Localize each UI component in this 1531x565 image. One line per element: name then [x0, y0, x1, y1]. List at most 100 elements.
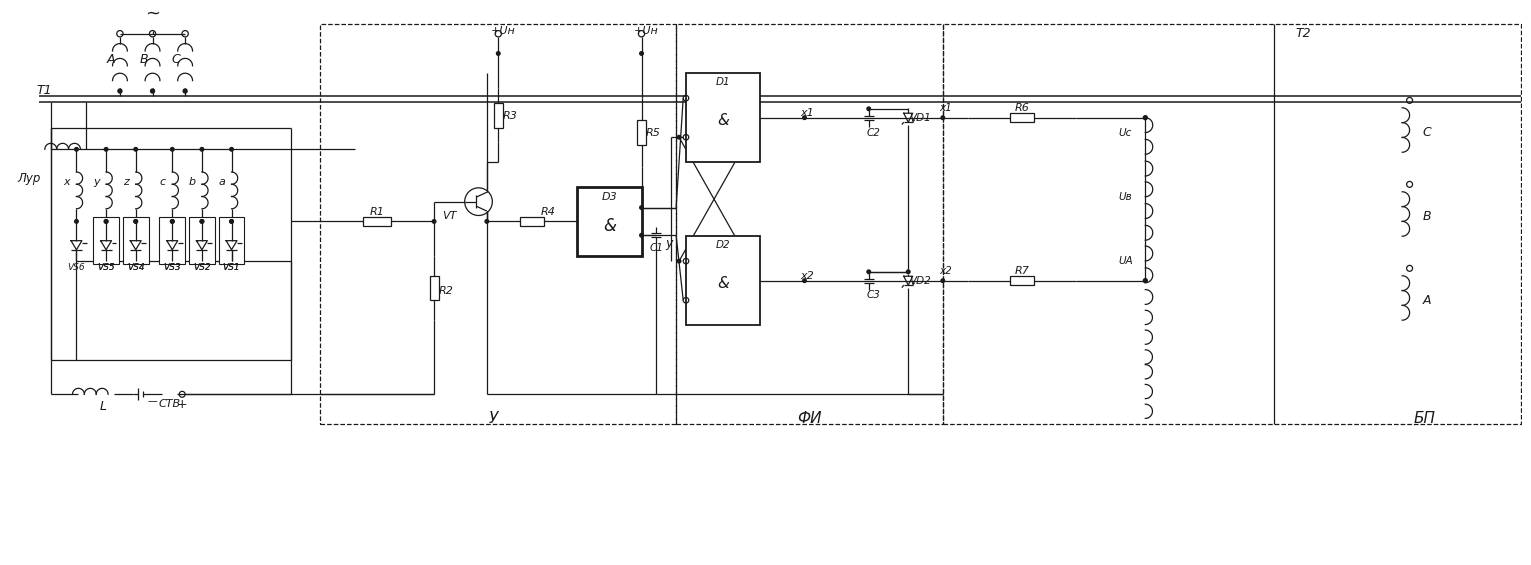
Circle shape — [170, 220, 175, 223]
Text: A: A — [107, 53, 115, 66]
Bar — [159, 218, 185, 264]
Text: VS4: VS4 — [127, 263, 144, 272]
Bar — [686, 236, 759, 325]
Circle shape — [942, 279, 945, 282]
Text: b: b — [188, 177, 196, 187]
Circle shape — [170, 220, 175, 223]
Text: VD1: VD1 — [909, 112, 931, 123]
Circle shape — [640, 233, 643, 237]
Circle shape — [75, 220, 78, 223]
Text: СТВ: СТВ — [158, 399, 181, 409]
Circle shape — [118, 89, 122, 93]
Text: VS2: VS2 — [193, 263, 211, 272]
Bar — [430, 276, 438, 301]
Text: Лур: Лур — [17, 172, 41, 185]
Bar — [219, 218, 245, 264]
Bar — [363, 217, 390, 226]
Text: R2: R2 — [438, 285, 453, 295]
Text: A: A — [1422, 294, 1431, 307]
Text: x: x — [64, 177, 70, 187]
Text: UА: UА — [1118, 256, 1133, 266]
Text: B: B — [139, 53, 149, 66]
Text: R6: R6 — [1015, 103, 1029, 113]
Circle shape — [201, 220, 204, 223]
Circle shape — [640, 206, 643, 210]
Text: C: C — [171, 53, 181, 66]
Text: a: a — [219, 177, 225, 187]
Circle shape — [230, 220, 233, 223]
Text: VS5: VS5 — [98, 263, 115, 272]
Text: БП: БП — [1415, 411, 1436, 427]
Circle shape — [170, 147, 175, 151]
Text: R1: R1 — [369, 207, 384, 216]
Circle shape — [677, 259, 681, 263]
Circle shape — [75, 147, 78, 151]
Text: C2: C2 — [867, 128, 880, 137]
Text: y: y — [93, 177, 100, 187]
Circle shape — [677, 136, 681, 139]
Text: T2: T2 — [1295, 27, 1311, 40]
Bar — [93, 218, 119, 264]
Text: VT: VT — [442, 211, 456, 221]
Text: z: z — [124, 177, 129, 187]
Text: y: y — [666, 237, 672, 250]
Text: +Uн: +Uн — [634, 26, 658, 36]
Bar — [637, 120, 646, 145]
Circle shape — [230, 220, 233, 223]
Text: R5: R5 — [646, 128, 661, 137]
Text: &: & — [603, 218, 615, 236]
Bar — [1009, 113, 1035, 122]
Circle shape — [485, 220, 488, 223]
Bar — [677, 24, 943, 424]
Text: VS2: VS2 — [193, 263, 211, 272]
Circle shape — [867, 107, 871, 111]
Text: D1: D1 — [715, 77, 730, 87]
Circle shape — [1144, 279, 1147, 282]
Circle shape — [104, 147, 107, 151]
Text: C3: C3 — [867, 290, 880, 301]
Bar — [577, 187, 641, 256]
Circle shape — [133, 147, 138, 151]
Text: &: & — [717, 276, 729, 291]
Circle shape — [230, 147, 233, 151]
Text: VS5: VS5 — [98, 263, 115, 272]
Text: C: C — [1422, 126, 1431, 139]
Text: ФИ: ФИ — [798, 411, 822, 427]
Text: L: L — [100, 399, 107, 412]
Bar — [686, 73, 759, 162]
Text: D3: D3 — [602, 192, 617, 202]
Circle shape — [496, 51, 501, 55]
Text: C1: C1 — [649, 243, 663, 253]
Text: VS3: VS3 — [164, 263, 181, 272]
Circle shape — [942, 116, 945, 119]
Circle shape — [184, 89, 187, 93]
Text: R3: R3 — [502, 111, 517, 121]
Circle shape — [432, 220, 436, 223]
Text: &: & — [717, 113, 729, 128]
Circle shape — [150, 89, 155, 93]
Circle shape — [201, 220, 204, 223]
Text: —: — — [147, 396, 158, 406]
Circle shape — [906, 270, 909, 273]
Text: VS6: VS6 — [67, 263, 86, 272]
Bar — [320, 24, 677, 424]
Circle shape — [802, 116, 807, 119]
Text: D2: D2 — [715, 240, 730, 250]
Text: VD2: VD2 — [909, 276, 931, 286]
Circle shape — [133, 220, 138, 223]
Text: ~: ~ — [145, 5, 161, 23]
Text: Uc: Uc — [1119, 128, 1133, 137]
Circle shape — [640, 51, 643, 55]
Text: +: + — [178, 398, 187, 411]
Circle shape — [201, 147, 204, 151]
Text: +Uн: +Uн — [491, 26, 516, 36]
Text: VS3: VS3 — [164, 263, 181, 272]
Bar — [122, 218, 149, 264]
Text: x1: x1 — [801, 108, 814, 118]
Text: T1: T1 — [37, 84, 52, 97]
Text: У: У — [488, 411, 498, 427]
Text: VS4: VS4 — [127, 263, 144, 272]
Bar — [519, 217, 545, 226]
Bar — [495, 103, 502, 128]
Text: VS1: VS1 — [222, 263, 240, 272]
